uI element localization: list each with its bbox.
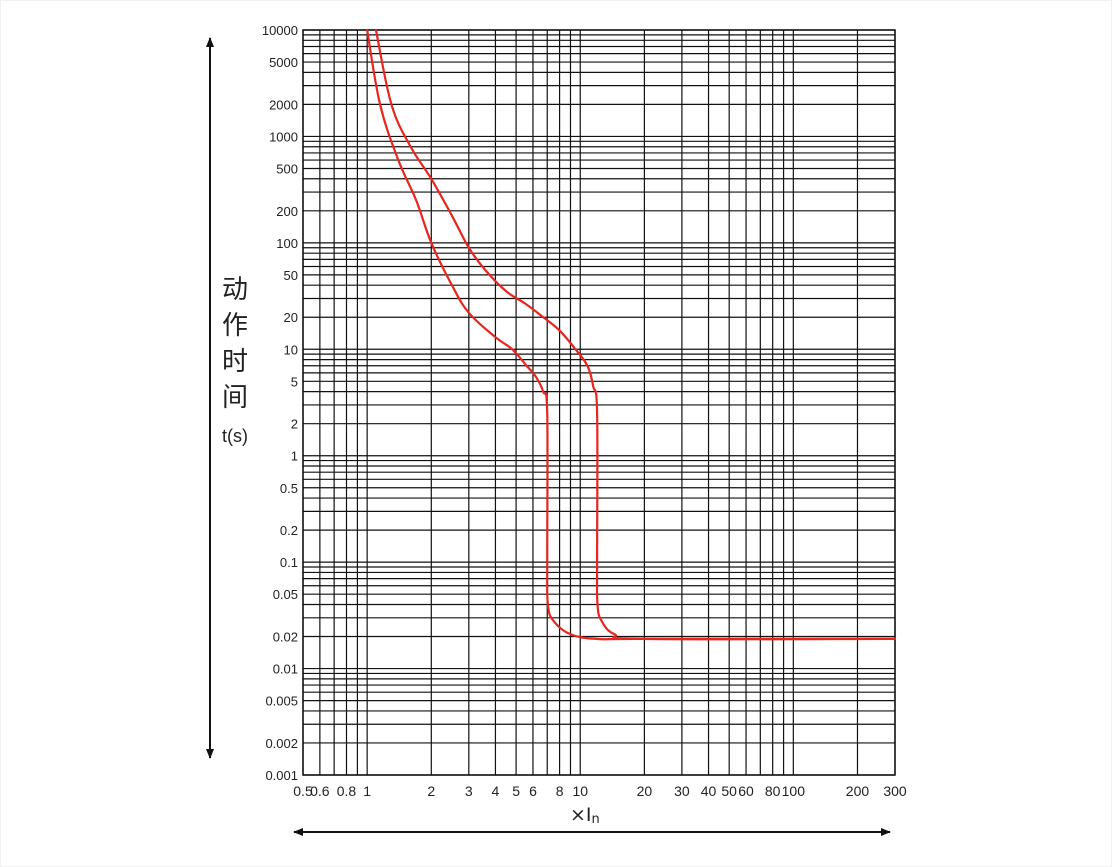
y-tick-label: 0.1: [280, 555, 298, 570]
y-tick-label: 5: [291, 374, 298, 389]
y-tick-label: 0.2: [280, 523, 298, 538]
y-tick-label: 10000: [262, 23, 298, 38]
y-tick-label: 0.5: [280, 481, 298, 496]
curves: [366, 28, 897, 641]
x-tick-label: 300: [883, 783, 907, 799]
x-tick-label: 20: [637, 783, 653, 799]
y-tick-label: 2: [291, 417, 298, 432]
y-tick-label: 20: [284, 310, 298, 325]
y-tick-label: 100: [276, 236, 298, 251]
x-tick-label: 0.8: [337, 783, 357, 799]
x-tick-labels: 0.50.6 0.8 1 2 3 4 5 6 8 10 20 30 40 50 60 80 100 200 300: [293, 783, 907, 799]
plot-border: [302, 29, 896, 776]
x-tick-label: 3: [465, 783, 473, 799]
x-axis-label: ×In: [570, 804, 600, 827]
y-tick-label: 50: [284, 268, 298, 283]
x-tick-label: 50: [721, 783, 737, 799]
y-axis-label-char: 间: [221, 383, 248, 413]
x-tick-label: 100: [782, 783, 806, 799]
y-tick-label: 0.05: [273, 587, 298, 602]
y-tick-label: 2000: [269, 97, 298, 112]
x-tick-label: 1: [363, 783, 371, 799]
y-axis-label-char: 时: [221, 347, 248, 377]
x-axis-label-main: I: [585, 804, 592, 826]
x-tick-label: 4: [492, 783, 500, 799]
trip-curve: [366, 28, 897, 641]
x-tick-label: 200: [846, 783, 870, 799]
x-tick-label: 0.6: [310, 783, 330, 799]
y-axis-label: 动 作 时 间 t(s): [212, 272, 258, 447]
y-tick-label: 0.001: [265, 768, 298, 783]
y-tick-label: 5000: [269, 55, 298, 70]
x-tick-label: 40: [701, 783, 717, 799]
y-tick-label: 1: [291, 449, 298, 464]
x-tick-label: 8: [556, 783, 564, 799]
y-tick-label: 0.002: [265, 736, 298, 751]
x-tick-label: 0.5: [293, 783, 313, 799]
x-axis-label-sub: n: [591, 812, 600, 827]
y-axis-label-char: 动: [221, 275, 248, 305]
y-tick-label: 1000: [269, 129, 298, 144]
y-axis-label-char: 作: [221, 311, 248, 341]
x-tick-label: 60: [738, 783, 754, 799]
x-tick-label: 10: [572, 783, 588, 799]
y-tick-label: 500: [276, 161, 298, 176]
y-axis-unit: t(s): [222, 426, 248, 446]
y-tick-label: 10: [284, 342, 298, 357]
x-tick-label: 2: [427, 783, 435, 799]
y-tick-label: 0.02: [273, 630, 298, 645]
y-tick-labels: 10000 5000 2000 1000 500 200 100 50 20 10 5 2 1 0.5 0.…: [262, 23, 298, 783]
y-tick-label: 0.005: [265, 694, 298, 709]
y-tick-label: 200: [276, 204, 298, 219]
y-tick-label: 0.01: [273, 662, 298, 677]
x-axis-label-prefix: ×: [570, 804, 586, 826]
x-tick-label: 80: [765, 783, 781, 799]
x-tick-label: 5: [512, 783, 520, 799]
x-tick-label: 6: [529, 783, 537, 799]
x-tick-label: 30: [674, 783, 690, 799]
trip-curve: [374, 28, 897, 641]
